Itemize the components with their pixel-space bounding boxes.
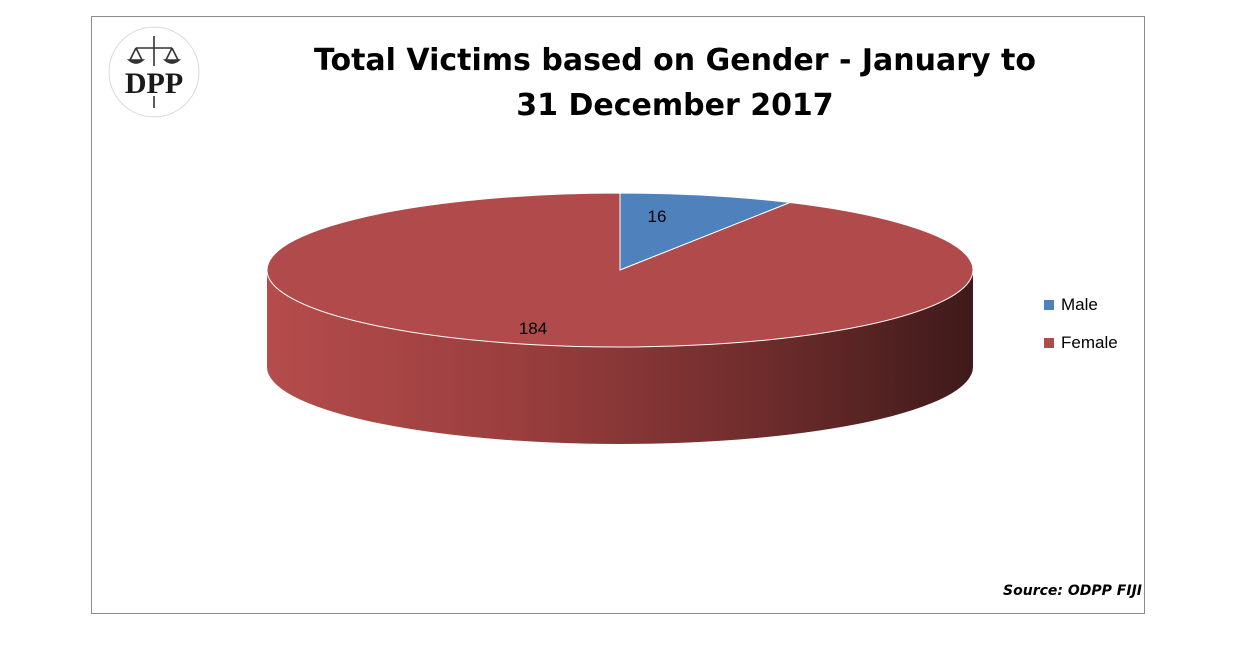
pie-slice-male [619, 192, 791, 271]
pie-slice-female [266, 192, 974, 348]
dpp-logo: DPP [108, 26, 200, 118]
legend-label-male: Male [1061, 295, 1098, 314]
data-label-female: 184 [519, 319, 547, 338]
legend-swatch-male [1044, 300, 1054, 310]
source-note: Source: ODPP FIJI [1003, 583, 1142, 599]
pie-side-wall [267, 270, 973, 444]
pie-side-group [267, 270, 973, 444]
legend-swatch-female [1044, 338, 1054, 348]
legend: Male Female [1044, 286, 1118, 362]
legend-item-female: Female [1044, 324, 1118, 362]
chart-title-line-2: 31 December 2017 [516, 88, 834, 123]
logo-text: DPP [125, 67, 183, 100]
data-label-male: 16 [648, 207, 667, 226]
chart-title: Total Victims based on Gender - January … [230, 38, 1120, 128]
pie-labels-group: 16 184 [519, 207, 667, 338]
legend-item-male: Male [1044, 286, 1118, 324]
scales-of-justice-icon [126, 36, 182, 66]
legend-label-female: Female [1061, 333, 1118, 352]
chart-title-line-1: Total Victims based on Gender - January … [314, 43, 1036, 78]
pie-top-group [266, 192, 974, 348]
